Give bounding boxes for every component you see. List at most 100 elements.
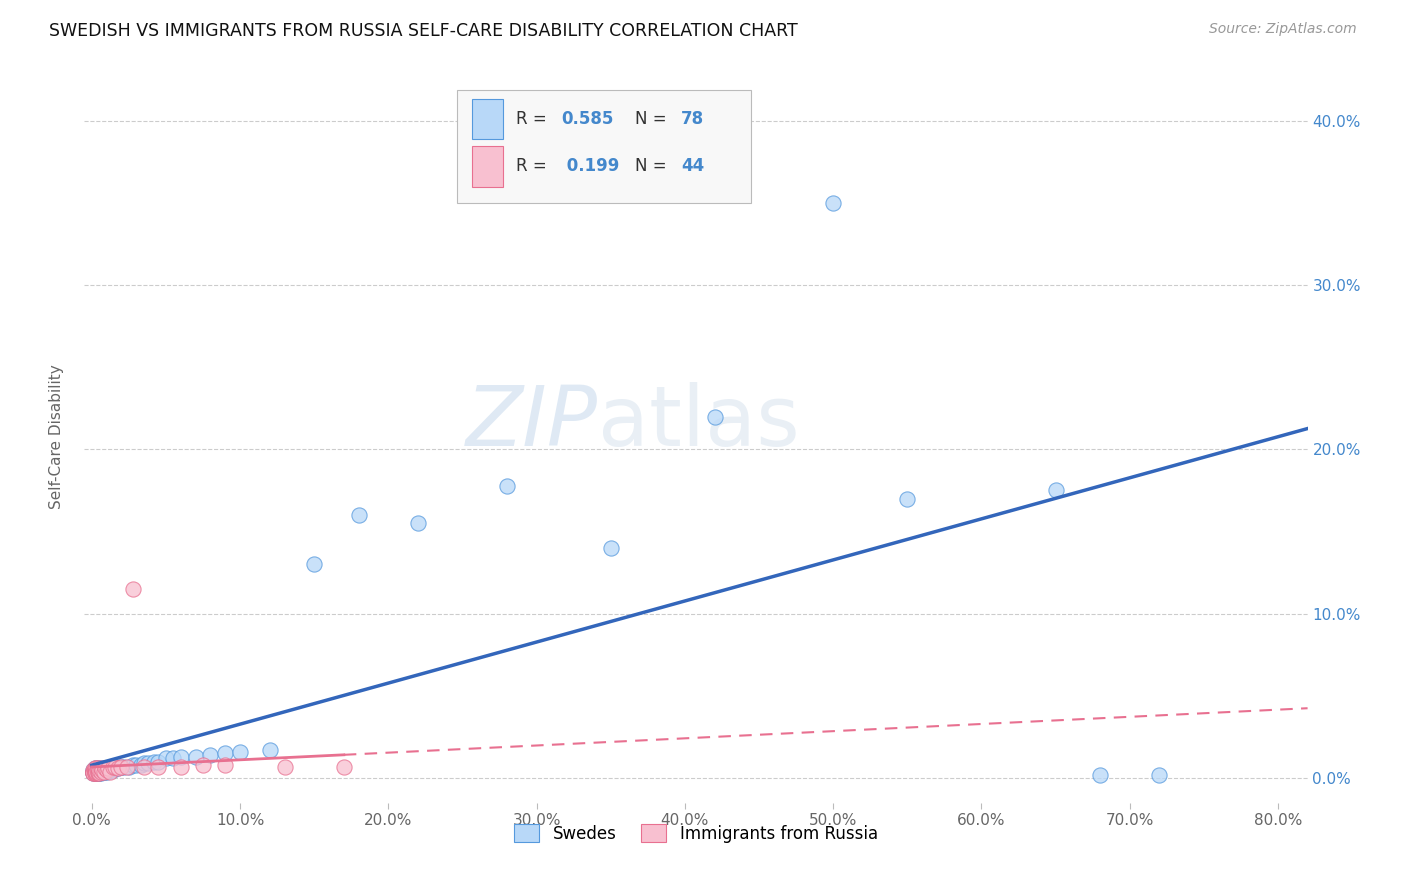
Point	[91, 763, 114, 777]
Point	[101, 759, 124, 773]
Point	[93, 764, 115, 779]
Point	[259, 743, 281, 757]
Point	[89, 766, 111, 780]
Point	[90, 764, 112, 779]
Point	[89, 764, 111, 779]
Point	[83, 761, 105, 775]
Text: 44: 44	[682, 158, 704, 176]
Point	[82, 766, 104, 780]
Point	[184, 749, 207, 764]
Point	[86, 766, 108, 780]
Point	[93, 764, 115, 779]
Point	[84, 761, 107, 775]
Point	[89, 766, 111, 780]
Point	[107, 761, 129, 775]
Point	[89, 766, 111, 780]
Point	[84, 766, 107, 780]
Point	[84, 761, 107, 775]
Point	[155, 751, 177, 765]
Point	[118, 759, 141, 773]
Point	[200, 748, 222, 763]
Point	[83, 766, 105, 780]
Point	[83, 764, 105, 779]
Point	[90, 763, 112, 777]
Point	[148, 759, 170, 773]
Point	[91, 764, 114, 779]
Point	[191, 758, 214, 772]
Text: 78: 78	[682, 110, 704, 128]
Point	[132, 759, 155, 773]
Point	[93, 763, 115, 777]
Point	[214, 758, 236, 772]
Text: R =: R =	[516, 158, 553, 176]
Point	[107, 761, 129, 775]
Point	[703, 409, 725, 424]
Point	[162, 751, 184, 765]
Point	[83, 761, 105, 775]
Point	[84, 763, 107, 777]
Point	[98, 764, 121, 779]
FancyBboxPatch shape	[472, 146, 503, 186]
Point	[89, 761, 111, 775]
Point	[97, 761, 120, 775]
Point	[96, 763, 118, 777]
Point	[101, 763, 124, 777]
Point	[94, 764, 117, 779]
Point	[117, 759, 139, 773]
Point	[91, 763, 114, 777]
Point	[83, 766, 105, 780]
Point	[96, 764, 118, 779]
Point	[94, 761, 117, 775]
Point	[91, 761, 114, 775]
Point	[823, 195, 845, 210]
Point	[86, 766, 108, 780]
Point	[86, 764, 108, 779]
Point	[333, 759, 356, 773]
Legend: Swedes, Immigrants from Russia: Swedes, Immigrants from Russia	[508, 818, 884, 849]
Point	[347, 508, 370, 523]
Point	[1149, 768, 1171, 782]
Point	[112, 759, 135, 773]
Text: SWEDISH VS IMMIGRANTS FROM RUSSIA SELF-CARE DISABILITY CORRELATION CHART: SWEDISH VS IMMIGRANTS FROM RUSSIA SELF-C…	[49, 22, 799, 40]
Point	[82, 764, 104, 779]
Point	[100, 761, 122, 775]
Point	[84, 766, 107, 780]
Text: R =: R =	[516, 110, 553, 128]
Point	[86, 761, 108, 775]
Point	[83, 766, 105, 780]
Point	[148, 755, 170, 769]
Point	[86, 763, 108, 777]
Point	[84, 764, 107, 779]
Point	[83, 763, 105, 777]
Point	[86, 766, 108, 780]
Point	[1088, 768, 1111, 782]
Point	[89, 763, 111, 777]
Point	[1045, 483, 1067, 498]
Point	[229, 745, 252, 759]
Point	[83, 764, 105, 779]
Point	[83, 764, 105, 779]
Point	[132, 756, 155, 771]
Point	[89, 763, 111, 777]
Point	[82, 764, 104, 779]
Point	[896, 491, 918, 506]
Point	[170, 749, 193, 764]
Point	[105, 759, 128, 773]
Point	[84, 763, 107, 777]
FancyBboxPatch shape	[472, 99, 503, 139]
Point	[83, 764, 105, 779]
Point	[82, 763, 104, 777]
Point	[90, 764, 112, 779]
Point	[122, 758, 145, 772]
Point	[103, 761, 125, 775]
Point	[496, 478, 519, 492]
Point	[97, 763, 120, 777]
Y-axis label: Self-Care Disability: Self-Care Disability	[49, 365, 63, 509]
Point	[406, 516, 429, 531]
Point	[98, 763, 121, 777]
Point	[83, 766, 105, 780]
Point	[143, 755, 166, 769]
Point	[170, 759, 193, 773]
Point	[90, 764, 112, 779]
Point	[96, 763, 118, 777]
